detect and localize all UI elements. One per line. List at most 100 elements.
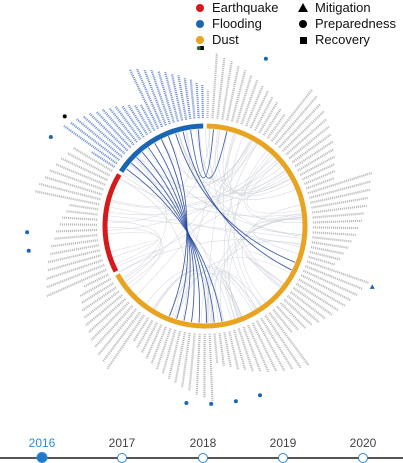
item-label (291, 292, 326, 319)
triangle-icon (298, 3, 308, 12)
year-label-2016[interactable]: 2016 (29, 436, 56, 450)
year-timeline[interactable]: 2016 2017 2018 2019 2020 (0, 436, 403, 460)
item-label (279, 104, 320, 148)
year-label-2019[interactable]: 2019 (270, 436, 297, 450)
item-label (301, 275, 351, 300)
legend-label: Recovery (315, 32, 370, 48)
item-label (294, 288, 333, 315)
item-label (51, 240, 98, 246)
year-label-2020[interactable]: 2020 (350, 436, 377, 450)
background-link (122, 159, 166, 278)
hazard-legend: Earthquake Flooding Dust (193, 0, 279, 48)
item-label (296, 284, 338, 311)
item-label (98, 309, 136, 354)
timeline-knob-2019[interactable] (278, 453, 288, 463)
square-icon (300, 37, 307, 44)
item-label (137, 69, 162, 127)
highlighted-links (127, 129, 295, 323)
arc-earthquake (105, 174, 119, 271)
item-label (35, 191, 100, 204)
legend-label: Mitigation (315, 0, 371, 16)
item-label (56, 230, 97, 231)
item-label (219, 333, 223, 366)
item-label (207, 90, 208, 118)
item-label (229, 331, 238, 369)
legend-item-dust[interactable]: Dust (193, 32, 279, 48)
item-label (86, 295, 122, 325)
mitigation-marker (370, 284, 375, 289)
background-link (119, 239, 302, 272)
background-link (178, 132, 296, 200)
item-label (107, 315, 144, 369)
legend-item-mitigation[interactable]: Mitigation (296, 0, 396, 16)
item-label (313, 232, 356, 235)
item-label (66, 211, 98, 214)
year-label-2017[interactable]: 2017 (109, 436, 136, 450)
item-label (84, 291, 119, 318)
item-label (103, 312, 140, 362)
preparedness-marker (184, 401, 188, 405)
item-label (313, 227, 359, 228)
circle-icon (299, 20, 307, 28)
item-label (222, 61, 231, 119)
timeline-knob-2020[interactable] (358, 453, 368, 463)
preparedness-marker (209, 402, 213, 406)
background-link (119, 178, 187, 321)
item-labels (35, 53, 372, 400)
item-label (261, 318, 292, 369)
timeline-knob-2016[interactable] (37, 452, 48, 463)
background-link (227, 155, 272, 318)
preparedness-marker (234, 399, 238, 403)
highlighted-link (131, 163, 214, 323)
item-label (197, 82, 199, 118)
item-label (83, 274, 108, 287)
preparedness-marker (63, 114, 67, 118)
timeline-knob-2018[interactable] (198, 453, 208, 463)
preparedness-marker (258, 393, 262, 397)
legend-label: Dust (212, 32, 239, 48)
item-label (217, 57, 224, 119)
item-label (312, 237, 352, 241)
item-label (189, 334, 195, 392)
legend-item-recovery[interactable]: Recovery (296, 32, 396, 48)
item-label (47, 255, 101, 270)
item-label (295, 142, 333, 167)
preparedness-marker (25, 230, 29, 234)
legend-item-preparedness[interactable]: Preparedness (296, 16, 396, 32)
preparedness-marker (49, 135, 53, 139)
item-label (91, 302, 128, 340)
dust-swatch (196, 36, 204, 44)
item-label (90, 114, 128, 151)
item-label (215, 334, 218, 364)
preparedness-marker (264, 57, 268, 61)
item-label (62, 218, 97, 220)
item-label (116, 107, 141, 140)
item-label (312, 242, 349, 248)
preparedness-marker (27, 249, 31, 253)
item-label (202, 85, 203, 118)
item-label (197, 334, 200, 395)
phase-legend: Mitigation Preparedness Recovery (296, 0, 396, 48)
timeline-knob-2017[interactable] (117, 453, 127, 463)
item-label (212, 53, 216, 118)
item-label (299, 279, 345, 305)
legend-label: Flooding (212, 16, 262, 32)
item-label (77, 119, 122, 157)
legend-label: Earthquake (212, 0, 279, 16)
item-label (95, 306, 133, 347)
item-label (70, 205, 99, 209)
year-label-2018[interactable]: 2018 (190, 436, 217, 450)
legend-item-flooding[interactable]: Flooding (193, 16, 279, 32)
legend-item-earthquake[interactable]: Earthquake (193, 0, 279, 16)
item-label (210, 334, 213, 401)
item-label (48, 250, 100, 262)
flooding-swatch (196, 20, 204, 28)
item-label (313, 221, 362, 223)
item-label (313, 213, 365, 217)
item-label (292, 134, 331, 162)
earthquake-swatch (196, 4, 204, 12)
item-label (83, 116, 125, 153)
item-label (234, 330, 245, 370)
item-label (54, 235, 98, 239)
